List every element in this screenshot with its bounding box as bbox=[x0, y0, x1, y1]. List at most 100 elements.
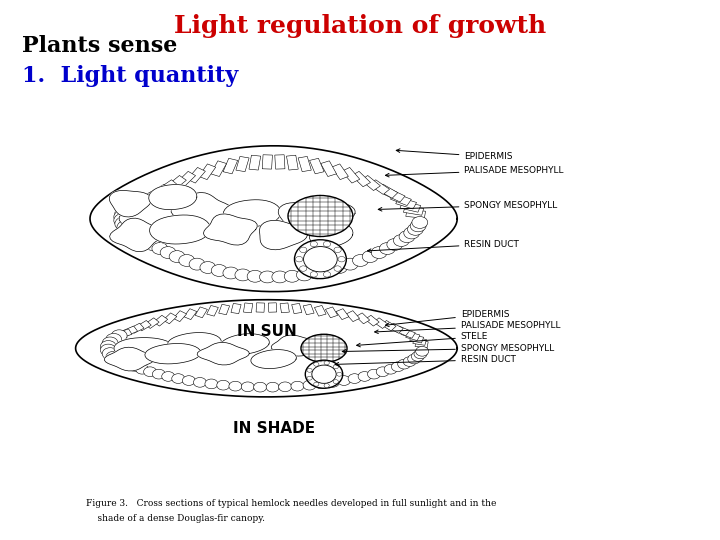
Circle shape bbox=[304, 247, 337, 272]
Circle shape bbox=[241, 382, 254, 392]
Circle shape bbox=[120, 224, 139, 238]
Polygon shape bbox=[176, 171, 196, 187]
Polygon shape bbox=[406, 210, 426, 218]
Circle shape bbox=[315, 379, 328, 389]
Circle shape bbox=[324, 383, 329, 388]
Circle shape bbox=[121, 220, 137, 232]
Circle shape bbox=[111, 330, 127, 342]
Polygon shape bbox=[220, 334, 269, 354]
Circle shape bbox=[323, 241, 330, 247]
Polygon shape bbox=[113, 332, 127, 341]
Circle shape bbox=[152, 242, 168, 254]
Polygon shape bbox=[174, 310, 186, 322]
Circle shape bbox=[127, 227, 143, 239]
Polygon shape bbox=[211, 161, 227, 177]
Text: SPONGY MESOPHYLL: SPONGY MESOPHYLL bbox=[342, 344, 554, 353]
Polygon shape bbox=[104, 341, 118, 348]
Circle shape bbox=[253, 382, 266, 392]
Polygon shape bbox=[271, 335, 319, 356]
Polygon shape bbox=[145, 343, 201, 364]
Circle shape bbox=[399, 231, 415, 242]
Ellipse shape bbox=[301, 334, 347, 362]
Circle shape bbox=[372, 247, 387, 259]
Polygon shape bbox=[122, 210, 141, 218]
Circle shape bbox=[414, 349, 427, 359]
Circle shape bbox=[128, 362, 141, 372]
Polygon shape bbox=[204, 214, 257, 245]
Polygon shape bbox=[104, 347, 155, 371]
Polygon shape bbox=[236, 157, 249, 172]
Circle shape bbox=[247, 271, 263, 282]
Polygon shape bbox=[123, 326, 138, 336]
Circle shape bbox=[326, 377, 339, 387]
Circle shape bbox=[106, 349, 119, 359]
Polygon shape bbox=[207, 306, 218, 316]
Polygon shape bbox=[127, 201, 147, 212]
Polygon shape bbox=[187, 167, 205, 183]
Polygon shape bbox=[109, 218, 164, 252]
Polygon shape bbox=[280, 303, 289, 313]
Circle shape bbox=[314, 382, 319, 386]
Circle shape bbox=[297, 269, 312, 281]
Circle shape bbox=[377, 367, 390, 376]
Circle shape bbox=[393, 234, 409, 246]
Polygon shape bbox=[149, 185, 197, 210]
Polygon shape bbox=[150, 184, 170, 198]
Circle shape bbox=[172, 374, 185, 383]
Circle shape bbox=[102, 337, 118, 349]
Circle shape bbox=[348, 374, 361, 383]
Circle shape bbox=[338, 256, 346, 262]
Polygon shape bbox=[298, 157, 311, 172]
Circle shape bbox=[115, 217, 134, 231]
Circle shape bbox=[300, 247, 307, 253]
Text: RESIN DUCT: RESIN DUCT bbox=[367, 240, 519, 253]
Circle shape bbox=[100, 344, 116, 356]
Circle shape bbox=[124, 224, 140, 235]
Circle shape bbox=[272, 271, 288, 283]
Circle shape bbox=[412, 217, 428, 228]
Polygon shape bbox=[130, 323, 144, 333]
Polygon shape bbox=[365, 315, 379, 326]
Circle shape bbox=[100, 341, 116, 353]
Circle shape bbox=[145, 239, 161, 251]
Circle shape bbox=[342, 258, 358, 270]
Polygon shape bbox=[405, 332, 420, 341]
Circle shape bbox=[117, 203, 135, 217]
Text: IN SHADE: IN SHADE bbox=[233, 421, 315, 436]
Circle shape bbox=[333, 365, 338, 369]
Polygon shape bbox=[130, 197, 151, 209]
Polygon shape bbox=[223, 200, 281, 227]
Circle shape bbox=[303, 380, 316, 390]
Text: Light regulation of growth: Light regulation of growth bbox=[174, 14, 546, 37]
Polygon shape bbox=[251, 349, 297, 369]
Polygon shape bbox=[184, 309, 197, 320]
Text: EPIDERMIS: EPIDERMIS bbox=[385, 310, 509, 327]
Circle shape bbox=[120, 217, 135, 228]
Circle shape bbox=[334, 247, 341, 253]
Polygon shape bbox=[262, 155, 272, 169]
Circle shape bbox=[324, 361, 329, 365]
Circle shape bbox=[408, 224, 423, 235]
Polygon shape bbox=[158, 180, 178, 194]
Circle shape bbox=[211, 265, 227, 276]
Circle shape bbox=[410, 220, 426, 232]
Polygon shape bbox=[168, 333, 221, 353]
Circle shape bbox=[305, 360, 343, 388]
Circle shape bbox=[294, 240, 346, 279]
Polygon shape bbox=[400, 201, 420, 212]
Circle shape bbox=[404, 227, 420, 239]
Circle shape bbox=[358, 372, 371, 381]
Polygon shape bbox=[403, 205, 423, 215]
Circle shape bbox=[307, 376, 312, 380]
Circle shape bbox=[106, 333, 122, 345]
Circle shape bbox=[109, 352, 122, 361]
Circle shape bbox=[308, 267, 324, 279]
Polygon shape bbox=[117, 329, 132, 338]
Polygon shape bbox=[109, 191, 151, 217]
Polygon shape bbox=[351, 171, 371, 187]
Circle shape bbox=[106, 352, 122, 363]
Polygon shape bbox=[231, 303, 241, 314]
Circle shape bbox=[334, 266, 341, 271]
Text: PALISADE MESOPHYLL: PALISADE MESOPHYLL bbox=[374, 321, 560, 334]
Circle shape bbox=[403, 357, 416, 367]
